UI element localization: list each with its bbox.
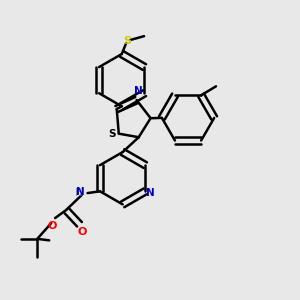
Text: N: N [146, 188, 154, 198]
Text: H: H [75, 188, 83, 198]
Text: N: N [76, 187, 85, 197]
Text: N: N [134, 86, 142, 96]
Text: S: S [109, 129, 116, 139]
Text: O: O [77, 227, 87, 237]
Text: S: S [124, 36, 132, 46]
Text: O: O [47, 221, 56, 231]
